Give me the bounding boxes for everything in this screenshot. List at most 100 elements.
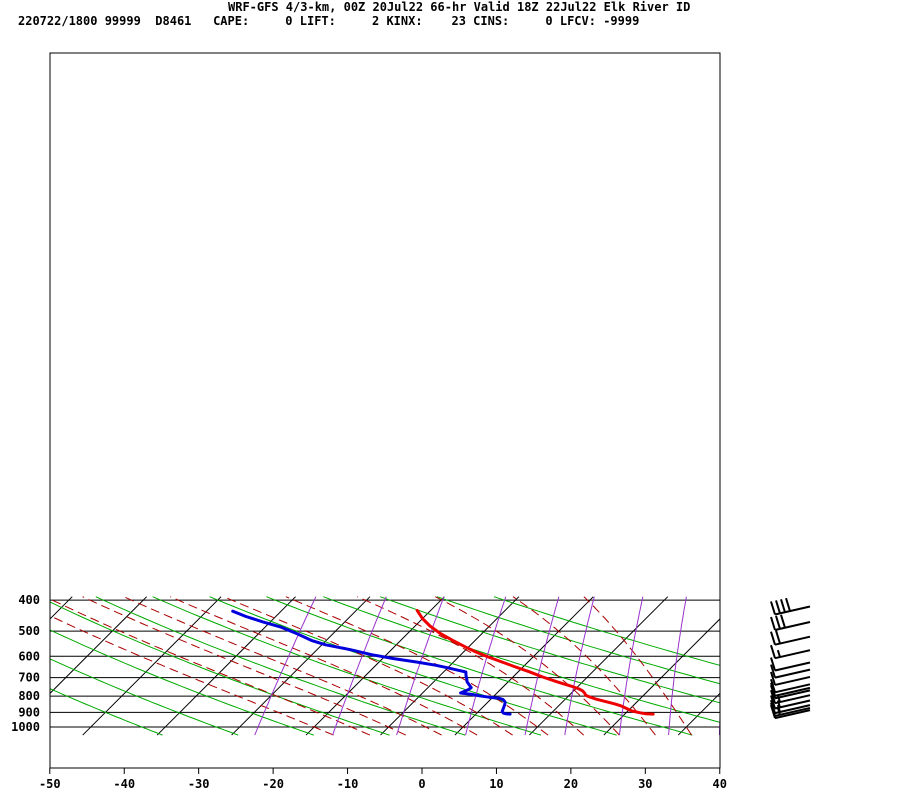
wind-barb (770, 671, 811, 686)
wind-barb (770, 597, 811, 616)
isotherm-line (305, 596, 445, 736)
wind-barb-staff (774, 699, 811, 710)
x-tick-label: 30 (638, 777, 652, 791)
mixing-ratio-line (254, 596, 317, 736)
isotherm-line (677, 692, 720, 736)
mixing-ratio-line (465, 596, 507, 736)
dry-adiabat-line (50, 688, 163, 736)
wind-barb-flag (770, 644, 776, 659)
wind-barb (770, 695, 811, 710)
header: WRF-GFS 4/3-km, 00Z 20Jul22 66-hr Valid … (0, 0, 900, 34)
x-tick-label: -20 (262, 777, 284, 791)
wind-barb-flag (770, 685, 776, 699)
mixing-ratio-line (396, 596, 445, 736)
wind-barb-staff (774, 635, 811, 646)
plot-frame (49, 52, 721, 769)
wind-barb-flag (770, 671, 776, 686)
wind-barb-flag (776, 707, 781, 716)
isotherm-line (603, 618, 720, 736)
wind-barb-staff (774, 675, 811, 686)
moist-adiabat-line (285, 596, 549, 736)
wind-barb-flag (770, 657, 776, 671)
x-tick-label: -10 (337, 777, 359, 791)
mixing-ratio-line (524, 596, 560, 736)
dry-adiabat-line (50, 658, 239, 736)
isotherm-line (156, 596, 296, 736)
wind-barb-flag (770, 664, 776, 678)
wind-barb-flag (770, 601, 776, 615)
wind-barb-flag (775, 630, 781, 644)
dry-adiabat-line (493, 596, 720, 666)
sounding-indices: 220722/1800 99999 D8461 CAPE: 0 LIFT: 2 … (18, 14, 640, 28)
y-tick-label: 800 (18, 689, 40, 703)
wind-barb-flag (780, 599, 786, 613)
dry-adiabat-line (95, 596, 466, 736)
wind-barb-staff (774, 683, 811, 694)
wind-barb-staff (774, 704, 811, 715)
x-tick-label: -40 (113, 777, 135, 791)
y-tick-label: 400 (18, 593, 40, 607)
wind-barb (770, 664, 811, 679)
wind-barb-flag (770, 695, 776, 709)
isotherm-line (50, 596, 148, 695)
wind-barb (770, 689, 811, 705)
wind-barb (770, 614, 811, 631)
x-tick-label: -30 (188, 777, 210, 791)
wind-barb-flag (770, 616, 776, 631)
y-tick-label: 500 (18, 624, 40, 638)
x-tick-label: 20 (564, 777, 578, 791)
plot-area (50, 596, 720, 736)
wind-barb (770, 630, 811, 646)
dry-adiabat-line (50, 601, 390, 736)
dry-adiabat-line (436, 596, 720, 685)
temperature-trace (415, 609, 655, 716)
isotherm-line (231, 596, 371, 736)
mixing-ratio-line (332, 596, 387, 736)
isotherm-line (529, 596, 669, 736)
y-tick-label: 1000 (11, 720, 40, 734)
wind-barb-flag (770, 689, 776, 704)
dry-adiabat-line (266, 596, 693, 736)
y-tick-label: 600 (18, 649, 40, 663)
wind-barb (770, 657, 811, 672)
wind-barb-staff (774, 649, 811, 660)
moist-adiabat-line (357, 596, 585, 736)
dry-adiabat-line (50, 629, 314, 736)
y-tick-label: 700 (18, 671, 40, 685)
moist-adiabat-line (123, 596, 442, 736)
wind-barb-staff (774, 709, 811, 720)
moist-adiabat-line (583, 596, 693, 736)
x-tick-label: -50 (39, 777, 61, 791)
wind-barb-staff (774, 689, 811, 700)
chart-title: WRF-GFS 4/3-km, 00Z 20Jul22 66-hr Valid … (228, 0, 691, 14)
wind-barb-staff (774, 686, 811, 697)
dry-adiabat-line (323, 596, 720, 723)
x-tick-label: 40 (713, 777, 727, 791)
x-tick-label: 10 (489, 777, 503, 791)
moist-adiabat-line (512, 596, 656, 736)
wind-barb-flag (776, 694, 781, 703)
wind-barb-flag (775, 615, 781, 630)
wind-barb-flag (776, 649, 781, 658)
dewpoint-trace (231, 609, 512, 716)
wind-barb-flag (780, 614, 786, 629)
mixing-ratio-line (618, 596, 644, 736)
x-tick-label: 0 (418, 777, 425, 791)
mixing-ratio-line (718, 707, 720, 736)
y-tick-label: 900 (18, 705, 40, 719)
dry-adiabat-line (209, 596, 617, 736)
mixing-ratio-line (668, 596, 687, 736)
wind-barb-flag (785, 597, 791, 612)
wind-barb (770, 644, 811, 660)
wind-barb-flag (770, 704, 776, 719)
dry-adiabat-line (152, 596, 542, 736)
wind-barb-flag (770, 631, 776, 645)
wind-barb-flag (776, 700, 781, 708)
wind-barb-flag (770, 678, 776, 693)
moist-adiabat-line (435, 596, 620, 736)
moist-adiabat-line (82, 596, 407, 736)
wind-barb-staff (774, 694, 811, 705)
wind-barb-staff (774, 668, 811, 679)
wind-barb-staff (774, 621, 811, 631)
wind-barb (770, 704, 811, 720)
